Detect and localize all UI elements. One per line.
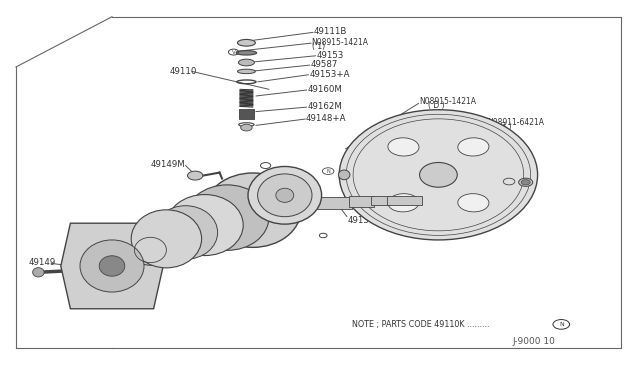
Text: 49148: 49148 — [106, 246, 133, 254]
Ellipse shape — [237, 69, 255, 74]
Text: N08915-1421A: N08915-1421A — [312, 38, 369, 47]
Bar — [317, 197, 352, 209]
Text: V: V — [232, 49, 236, 55]
Text: ( D ): ( D ) — [428, 101, 444, 110]
Text: 49140: 49140 — [200, 222, 227, 231]
Ellipse shape — [339, 110, 538, 240]
Bar — [371, 196, 390, 205]
Ellipse shape — [99, 256, 125, 276]
Ellipse shape — [518, 178, 532, 186]
Bar — [387, 196, 422, 205]
Text: J-9000 10: J-9000 10 — [512, 337, 555, 346]
Text: 49148: 49148 — [112, 275, 140, 283]
Text: 49116: 49116 — [99, 237, 127, 246]
Ellipse shape — [131, 235, 170, 265]
Ellipse shape — [154, 206, 218, 259]
Ellipse shape — [388, 138, 419, 156]
Ellipse shape — [205, 173, 301, 247]
Bar — [349, 196, 374, 207]
Text: 49162M: 49162M — [307, 102, 342, 111]
Text: 49149: 49149 — [29, 258, 56, 267]
Ellipse shape — [238, 59, 255, 66]
Ellipse shape — [236, 51, 257, 55]
Text: 49587: 49587 — [310, 60, 338, 69]
Text: 49153: 49153 — [316, 51, 344, 60]
Ellipse shape — [131, 210, 202, 268]
Ellipse shape — [388, 194, 419, 212]
Text: N: N — [507, 179, 511, 184]
Ellipse shape — [33, 268, 44, 277]
Ellipse shape — [80, 240, 144, 292]
Text: 49153+A: 49153+A — [309, 70, 349, 79]
Text: 49160M: 49160M — [307, 85, 342, 94]
Ellipse shape — [166, 195, 243, 256]
Ellipse shape — [458, 194, 489, 212]
Text: 49110: 49110 — [170, 67, 197, 76]
Text: 49148+A: 49148+A — [200, 207, 240, 216]
Text: 49130: 49130 — [348, 216, 375, 225]
Text: N08915-1421A: N08915-1421A — [419, 97, 476, 106]
Ellipse shape — [276, 188, 294, 202]
Ellipse shape — [458, 138, 489, 156]
Ellipse shape — [248, 167, 322, 224]
Ellipse shape — [258, 174, 312, 217]
Ellipse shape — [339, 170, 350, 180]
Text: 49111B: 49111B — [314, 27, 347, 36]
Text: N: N — [326, 169, 330, 174]
Text: NOTE ; PARTS CODE 49110K .........: NOTE ; PARTS CODE 49110K ......... — [352, 320, 490, 329]
Text: ( 1): ( 1) — [312, 42, 325, 51]
Ellipse shape — [186, 185, 269, 250]
Circle shape — [188, 171, 203, 180]
Polygon shape — [61, 223, 163, 309]
Text: 49148+A: 49148+A — [306, 114, 346, 123]
Circle shape — [521, 180, 530, 185]
Circle shape — [241, 124, 252, 131]
Text: N08911-6421A: N08911-6421A — [488, 118, 545, 126]
Text: 49111: 49111 — [467, 193, 495, 202]
Ellipse shape — [420, 163, 457, 187]
Text: 49149M: 49149M — [150, 160, 185, 169]
Ellipse shape — [237, 39, 255, 46]
Bar — [239, 109, 254, 119]
Text: ( 3 ): ( 3 ) — [496, 122, 511, 131]
Text: 49161P: 49161P — [202, 200, 234, 209]
Text: N: N — [559, 322, 564, 327]
